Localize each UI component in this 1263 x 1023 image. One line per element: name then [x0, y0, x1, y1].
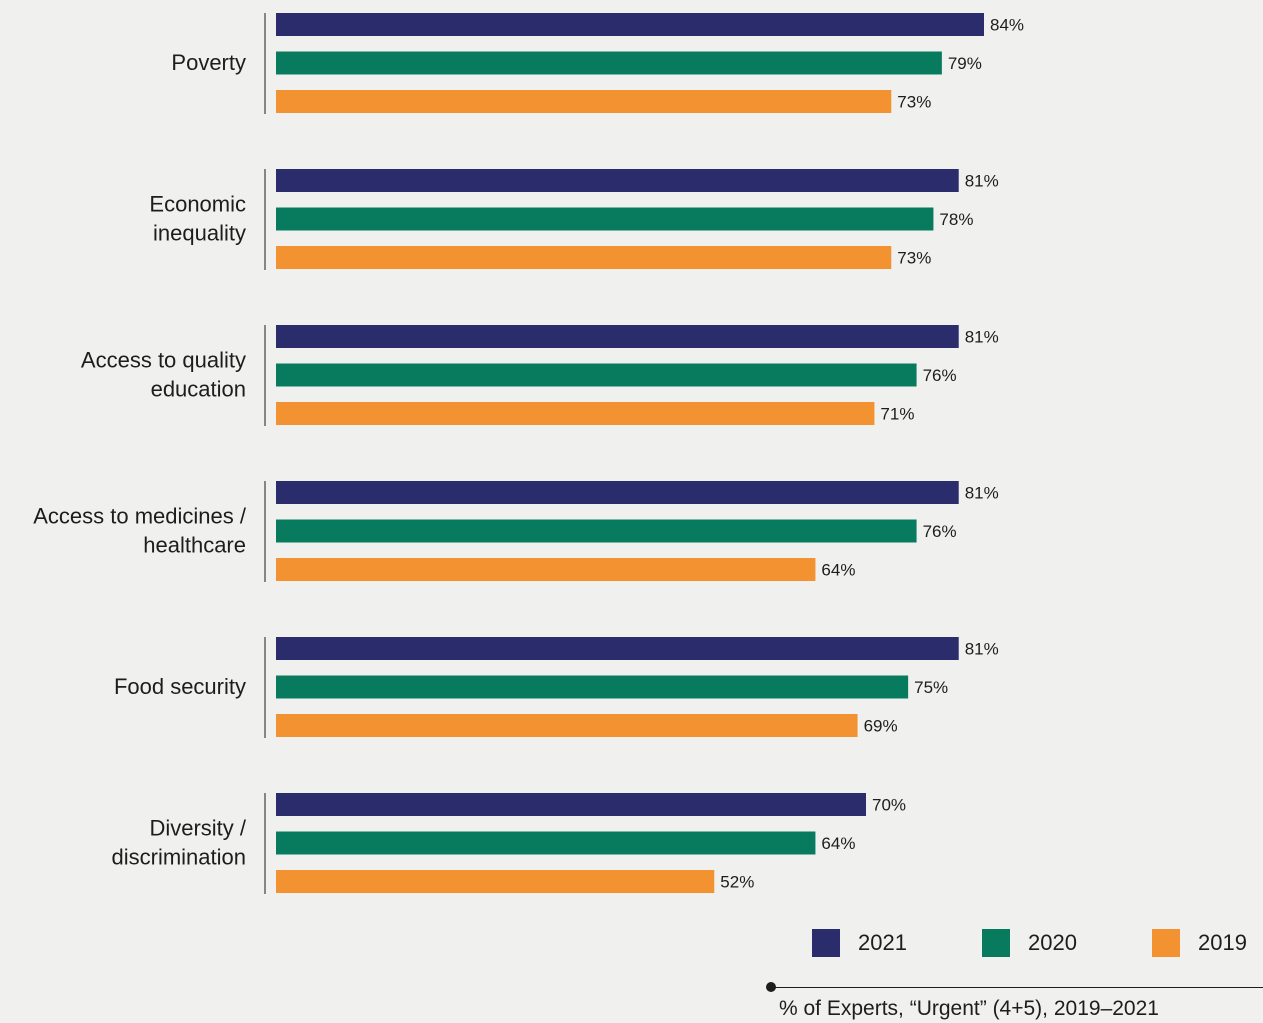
data-label-2019: 71%	[880, 405, 914, 424]
category-label: Diversity /	[149, 816, 246, 841]
category-label: Access to medicines /	[33, 504, 247, 529]
bar-2021	[276, 325, 959, 348]
legend-item-2020: 2020	[982, 929, 1152, 957]
data-label-2021: 81%	[965, 640, 999, 659]
data-label-2021: 81%	[965, 328, 999, 347]
category-label: Access to quality	[81, 348, 246, 373]
data-label-2020: 76%	[923, 366, 957, 385]
data-label-2019: 73%	[897, 93, 931, 112]
category-label: Food security	[114, 674, 246, 699]
footnote-rule	[771, 987, 1263, 988]
bar-2020	[276, 831, 816, 855]
data-label-2019: 73%	[897, 249, 931, 268]
category-label: healthcare	[143, 533, 246, 558]
data-label-2021: 70%	[872, 796, 906, 815]
legend-swatch-2019	[1152, 929, 1180, 957]
bar-2019	[276, 246, 892, 269]
bar-2019	[276, 714, 858, 737]
legend-swatch-2021	[812, 929, 840, 957]
category-label: discrimination	[112, 845, 247, 870]
legend-label-2019: 2019	[1198, 930, 1247, 955]
category-label: education	[151, 377, 246, 402]
bar-chart: Poverty 84% 79% 73% Economic inequality 81% 78%…	[33, 13, 1024, 894]
bar-2019	[276, 90, 892, 113]
bar-2021	[276, 169, 959, 192]
bar-2021	[276, 793, 866, 816]
bar-2020	[276, 675, 909, 699]
bar-2021	[276, 13, 984, 36]
legend-item-2019: 2019	[1152, 929, 1263, 957]
bar-2020	[276, 363, 917, 387]
bar-2019	[276, 402, 875, 425]
bar-2021	[276, 481, 959, 504]
data-label-2019: 64%	[821, 561, 855, 580]
bar-2020	[276, 519, 917, 543]
bar-2020	[276, 207, 934, 231]
data-label-2020: 64%	[821, 834, 855, 853]
data-label-2020: 79%	[948, 54, 982, 73]
category-label: Poverty	[171, 50, 246, 75]
data-label-2020: 78%	[939, 210, 973, 229]
data-label-2019: 52%	[720, 873, 754, 892]
data-label-2020: 76%	[923, 522, 957, 541]
legend-label-2020: 2020	[1028, 930, 1077, 955]
data-label-2021: 84%	[990, 16, 1024, 35]
bar-2021	[276, 637, 959, 660]
data-label-2021: 81%	[965, 172, 999, 191]
bar-2019	[276, 558, 816, 581]
chart-footnote: % of Experts, “Urgent” (4+5), 2019–2021	[779, 997, 1159, 1020]
legend-item-2021: 2021	[812, 929, 982, 957]
legend-swatch-2020	[982, 929, 1010, 957]
bar-2019	[276, 870, 715, 893]
category-label: Economic	[149, 192, 246, 217]
bar-2020	[276, 51, 942, 75]
legend: 2021 2020 2019	[812, 929, 1263, 957]
data-label-2019: 69%	[864, 717, 898, 736]
data-label-2021: 81%	[965, 484, 999, 503]
data-label-2020: 75%	[914, 678, 948, 697]
legend-label-2021: 2021	[858, 930, 907, 955]
category-label: inequality	[153, 221, 246, 246]
